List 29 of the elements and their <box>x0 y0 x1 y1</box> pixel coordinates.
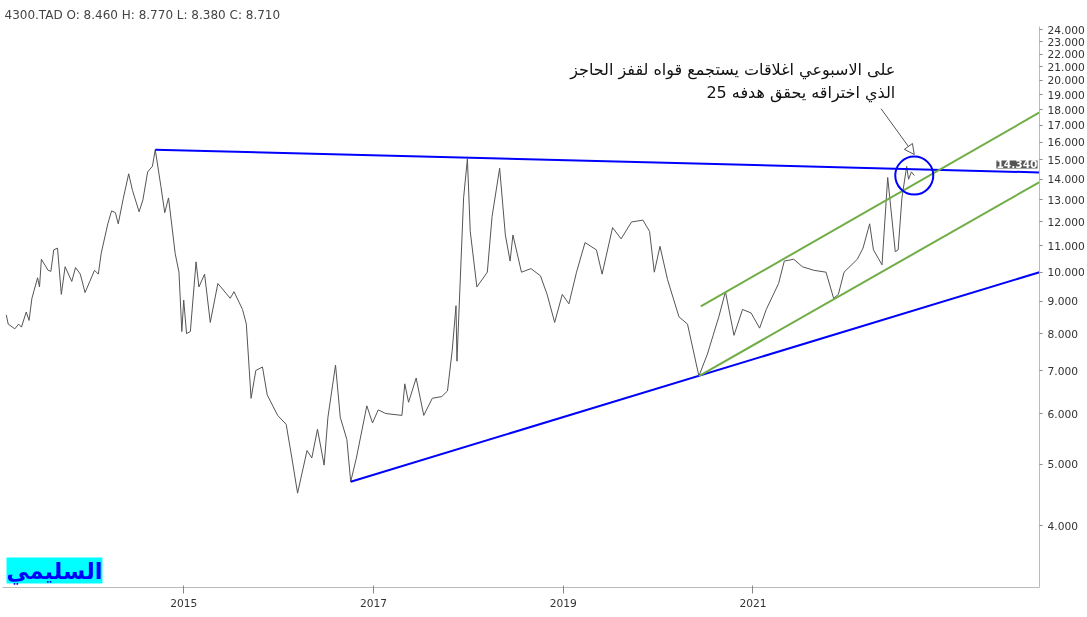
y-tick-label: 23.000 <box>1047 35 1086 49</box>
y-tick-label: 21.000 <box>1047 60 1086 74</box>
x-tick-label: 2017 <box>359 596 388 610</box>
y-tick-label: 16.000 <box>1047 136 1086 150</box>
x-tick-label: 2021 <box>739 596 767 610</box>
y-tick-label: 9.000 <box>1047 295 1079 309</box>
y-tick-label: 17.000 <box>1047 119 1086 133</box>
y-tick-label: 12.000 <box>1047 215 1086 229</box>
y-tick-label: 22.000 <box>1047 48 1086 62</box>
chart-title: 4300.TAD O: 8.460 H: 8.770 L: 8.380 C: 8.710 <box>4 7 281 22</box>
x-tick-label: 2019 <box>549 596 577 610</box>
y-tick-label: 13.000 <box>1047 193 1086 207</box>
y-tick-label: 20.000 <box>1047 74 1086 88</box>
y-tick-label: 10.000 <box>1047 266 1086 280</box>
y-tick-label: 8.000 <box>1047 327 1079 341</box>
y-tick-label: 24.000 <box>1047 23 1086 37</box>
annotation: 14.340 <box>996 158 1038 172</box>
x-tick-label: 2015 <box>170 596 198 610</box>
y-tick-label: 6.000 <box>1047 407 1079 421</box>
y-tick-label: 7.000 <box>1047 364 1079 378</box>
y-tick-label: 4.000 <box>1047 519 1079 533</box>
y-tick-label: 5.000 <box>1047 458 1079 471</box>
y-tick-label: 15.000 <box>1047 154 1086 167</box>
annotation: السليمي <box>6 557 103 585</box>
y-tick-label: 19.000 <box>1047 88 1086 102</box>
y-tick-label: 14.000 <box>1047 173 1086 187</box>
y-tick-label: 11.000 <box>1047 239 1086 253</box>
y-tick-label: 18.000 <box>1047 103 1086 117</box>
annotation: على الاسبوعي اغلاقات يستجمع قواه لقفز الحاجز الذي اختراقه يحقق هدفه 25 <box>569 59 896 103</box>
